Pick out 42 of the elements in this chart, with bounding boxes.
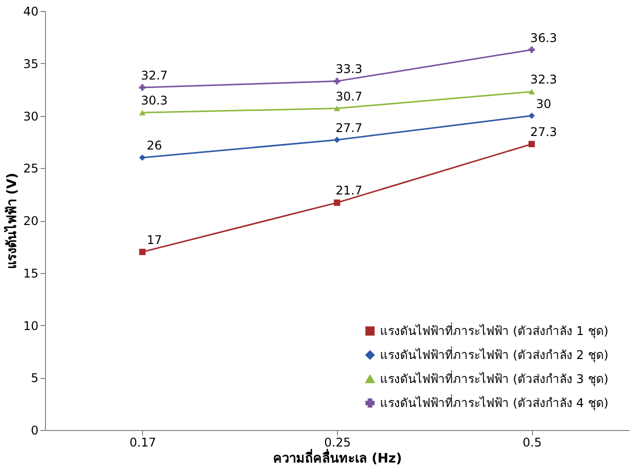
x-tick-label: 0.17 — [129, 436, 156, 450]
data-label: 32.3 — [530, 72, 558, 87]
data-label: 32.7 — [140, 68, 168, 82]
y-tick-label: 15 — [23, 266, 38, 280]
data-label: 17 — [146, 232, 162, 247]
point — [528, 88, 535, 94]
data-label: 36.3 — [530, 30, 558, 45]
data-label: 30.3 — [140, 94, 168, 108]
y-axis-title: แรงดันไฟฟ้า (V) — [3, 172, 20, 270]
data-label: 27.7 — [336, 120, 362, 135]
point — [139, 84, 146, 91]
data-label: 30.7 — [336, 89, 362, 104]
legend-label: แรงดันไฟฟ้าที่ภาระไฟฟ้า (ตัวส่งกำลัง 2 ชุด) — [380, 346, 608, 363]
y-tick-label: 25 — [23, 162, 38, 176]
point — [139, 110, 146, 116]
y-tick-label: 30 — [23, 109, 38, 124]
data-label: 27.3 — [530, 125, 558, 140]
y-tick-label: 40 — [23, 4, 38, 18]
y-tick-label: 35 — [23, 56, 38, 71]
data-label: 21.7 — [336, 184, 362, 198]
point — [334, 106, 340, 112]
x-tick-label: 0.5 — [522, 436, 542, 450]
y-tick-label: 10 — [23, 318, 38, 333]
data-label: 30 — [536, 96, 552, 111]
x-tick-label: 0.25 — [324, 436, 351, 450]
point — [334, 200, 340, 206]
legend-label: แรงดันไฟฟ้าที่ภาระไฟฟ้า (ตัวส่งกำลัง 1 ชุด) — [380, 322, 608, 339]
point — [528, 112, 535, 119]
point — [528, 46, 535, 53]
legend-label: แรงดันไฟฟ้าที่ภาระไฟฟ้า (ตัวส่งกำลัง 4 ชุด) — [380, 394, 608, 411]
legend-label: แรงดันไฟฟ้าที่ภาระไฟฟ้า (ตัวส่งกำลัง 3 ชุด) — [380, 370, 608, 387]
point — [528, 140, 535, 148]
y-tick-label: 0 — [30, 424, 38, 438]
point — [334, 136, 340, 144]
point — [139, 154, 146, 161]
y-tick-label: 5 — [30, 371, 38, 386]
data-label: 26 — [146, 138, 162, 153]
x-axis-title: ความถี่คลื่นทะเล (Hz) — [273, 448, 402, 466]
data-label: 33.3 — [336, 62, 362, 76]
point — [334, 78, 340, 84]
point — [139, 248, 146, 256]
y-tick-label: 20 — [23, 214, 38, 228]
